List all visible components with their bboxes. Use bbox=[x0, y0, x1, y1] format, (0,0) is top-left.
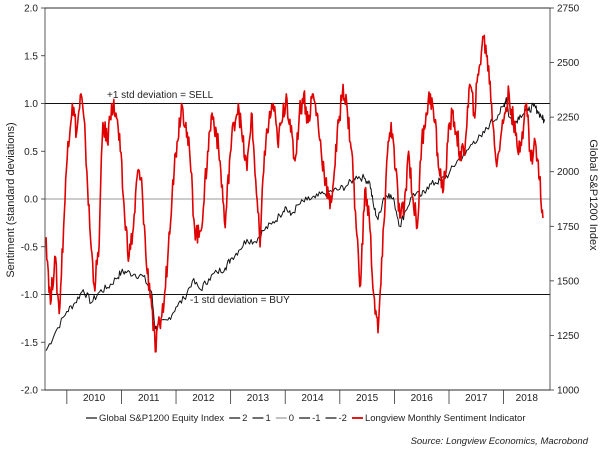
legend-label: Global S&P1200 Equity Index bbox=[99, 413, 224, 424]
y2-tick-label: 2250 bbox=[557, 113, 580, 124]
legend: Global S&P1200 Equity Index 2 1 0 -1 -2 Longvi… bbox=[86, 413, 526, 424]
y-tick-label: -0.5 bbox=[21, 242, 39, 253]
y2-tick-label: 1000 bbox=[557, 386, 580, 397]
x-tick-label: 2018 bbox=[516, 393, 539, 404]
x-tick-label: 2017 bbox=[465, 393, 488, 404]
x-tick-label: 2014 bbox=[301, 393, 324, 404]
y-tick-label: 0.0 bbox=[24, 195, 38, 206]
legend-label: 0 bbox=[289, 413, 294, 424]
x-tick-label: 2012 bbox=[192, 393, 215, 404]
y2-tick-label: 1500 bbox=[557, 276, 580, 287]
source-note: Source: Longview Economics, Macrobond bbox=[411, 436, 589, 447]
x-tick-label: 2013 bbox=[247, 393, 270, 404]
y-tick-label: -1.0 bbox=[21, 290, 39, 301]
y2-tick-label: 2750 bbox=[557, 4, 580, 15]
y-tick-label: 1.5 bbox=[24, 51, 38, 62]
sell-annotation: +1 std deviation = SELL bbox=[107, 90, 214, 101]
x-tick-label: 2016 bbox=[411, 393, 434, 404]
x-tick-label: 2010 bbox=[83, 393, 106, 404]
legend-label: 1 bbox=[265, 413, 270, 424]
axes: 2.0 1.5 1.0 0.5 0.0 -0.5 -1.0 -1.5 -2.0 2750 2500 2… bbox=[21, 4, 580, 404]
series-line-sp1200 bbox=[45, 97, 545, 351]
x-tick-label: 2011 bbox=[138, 393, 160, 404]
y-tick-label: 1.0 bbox=[24, 99, 38, 110]
y2-tick-label: 2000 bbox=[557, 167, 580, 178]
y2-tick-label: 1250 bbox=[557, 331, 580, 342]
buy-annotation: -1 std deviation = BUY bbox=[190, 295, 290, 306]
y-axis-title: Sentiment (standard deviations) bbox=[5, 122, 17, 277]
x-tick-label: 2015 bbox=[356, 393, 379, 404]
y2-axis-title: Global S&P1200 Index bbox=[587, 139, 599, 251]
y2-tick-label: 2500 bbox=[557, 58, 580, 69]
y-tick-label: 2.0 bbox=[24, 4, 38, 15]
legend-label: -2 bbox=[339, 413, 347, 424]
data-series bbox=[45, 34, 545, 353]
y-tick-label: 0.5 bbox=[24, 147, 38, 158]
legend-label: -1 bbox=[312, 413, 320, 424]
y-tick-label: -1.5 bbox=[21, 338, 39, 349]
series-line-sentiment bbox=[45, 34, 544, 353]
legend-label: 2 bbox=[242, 413, 247, 424]
y2-tick-label: 1750 bbox=[557, 222, 580, 233]
legend-label: Longview Monthly Sentiment Indicator bbox=[365, 413, 526, 424]
y-tick-label: -2.0 bbox=[21, 386, 39, 397]
